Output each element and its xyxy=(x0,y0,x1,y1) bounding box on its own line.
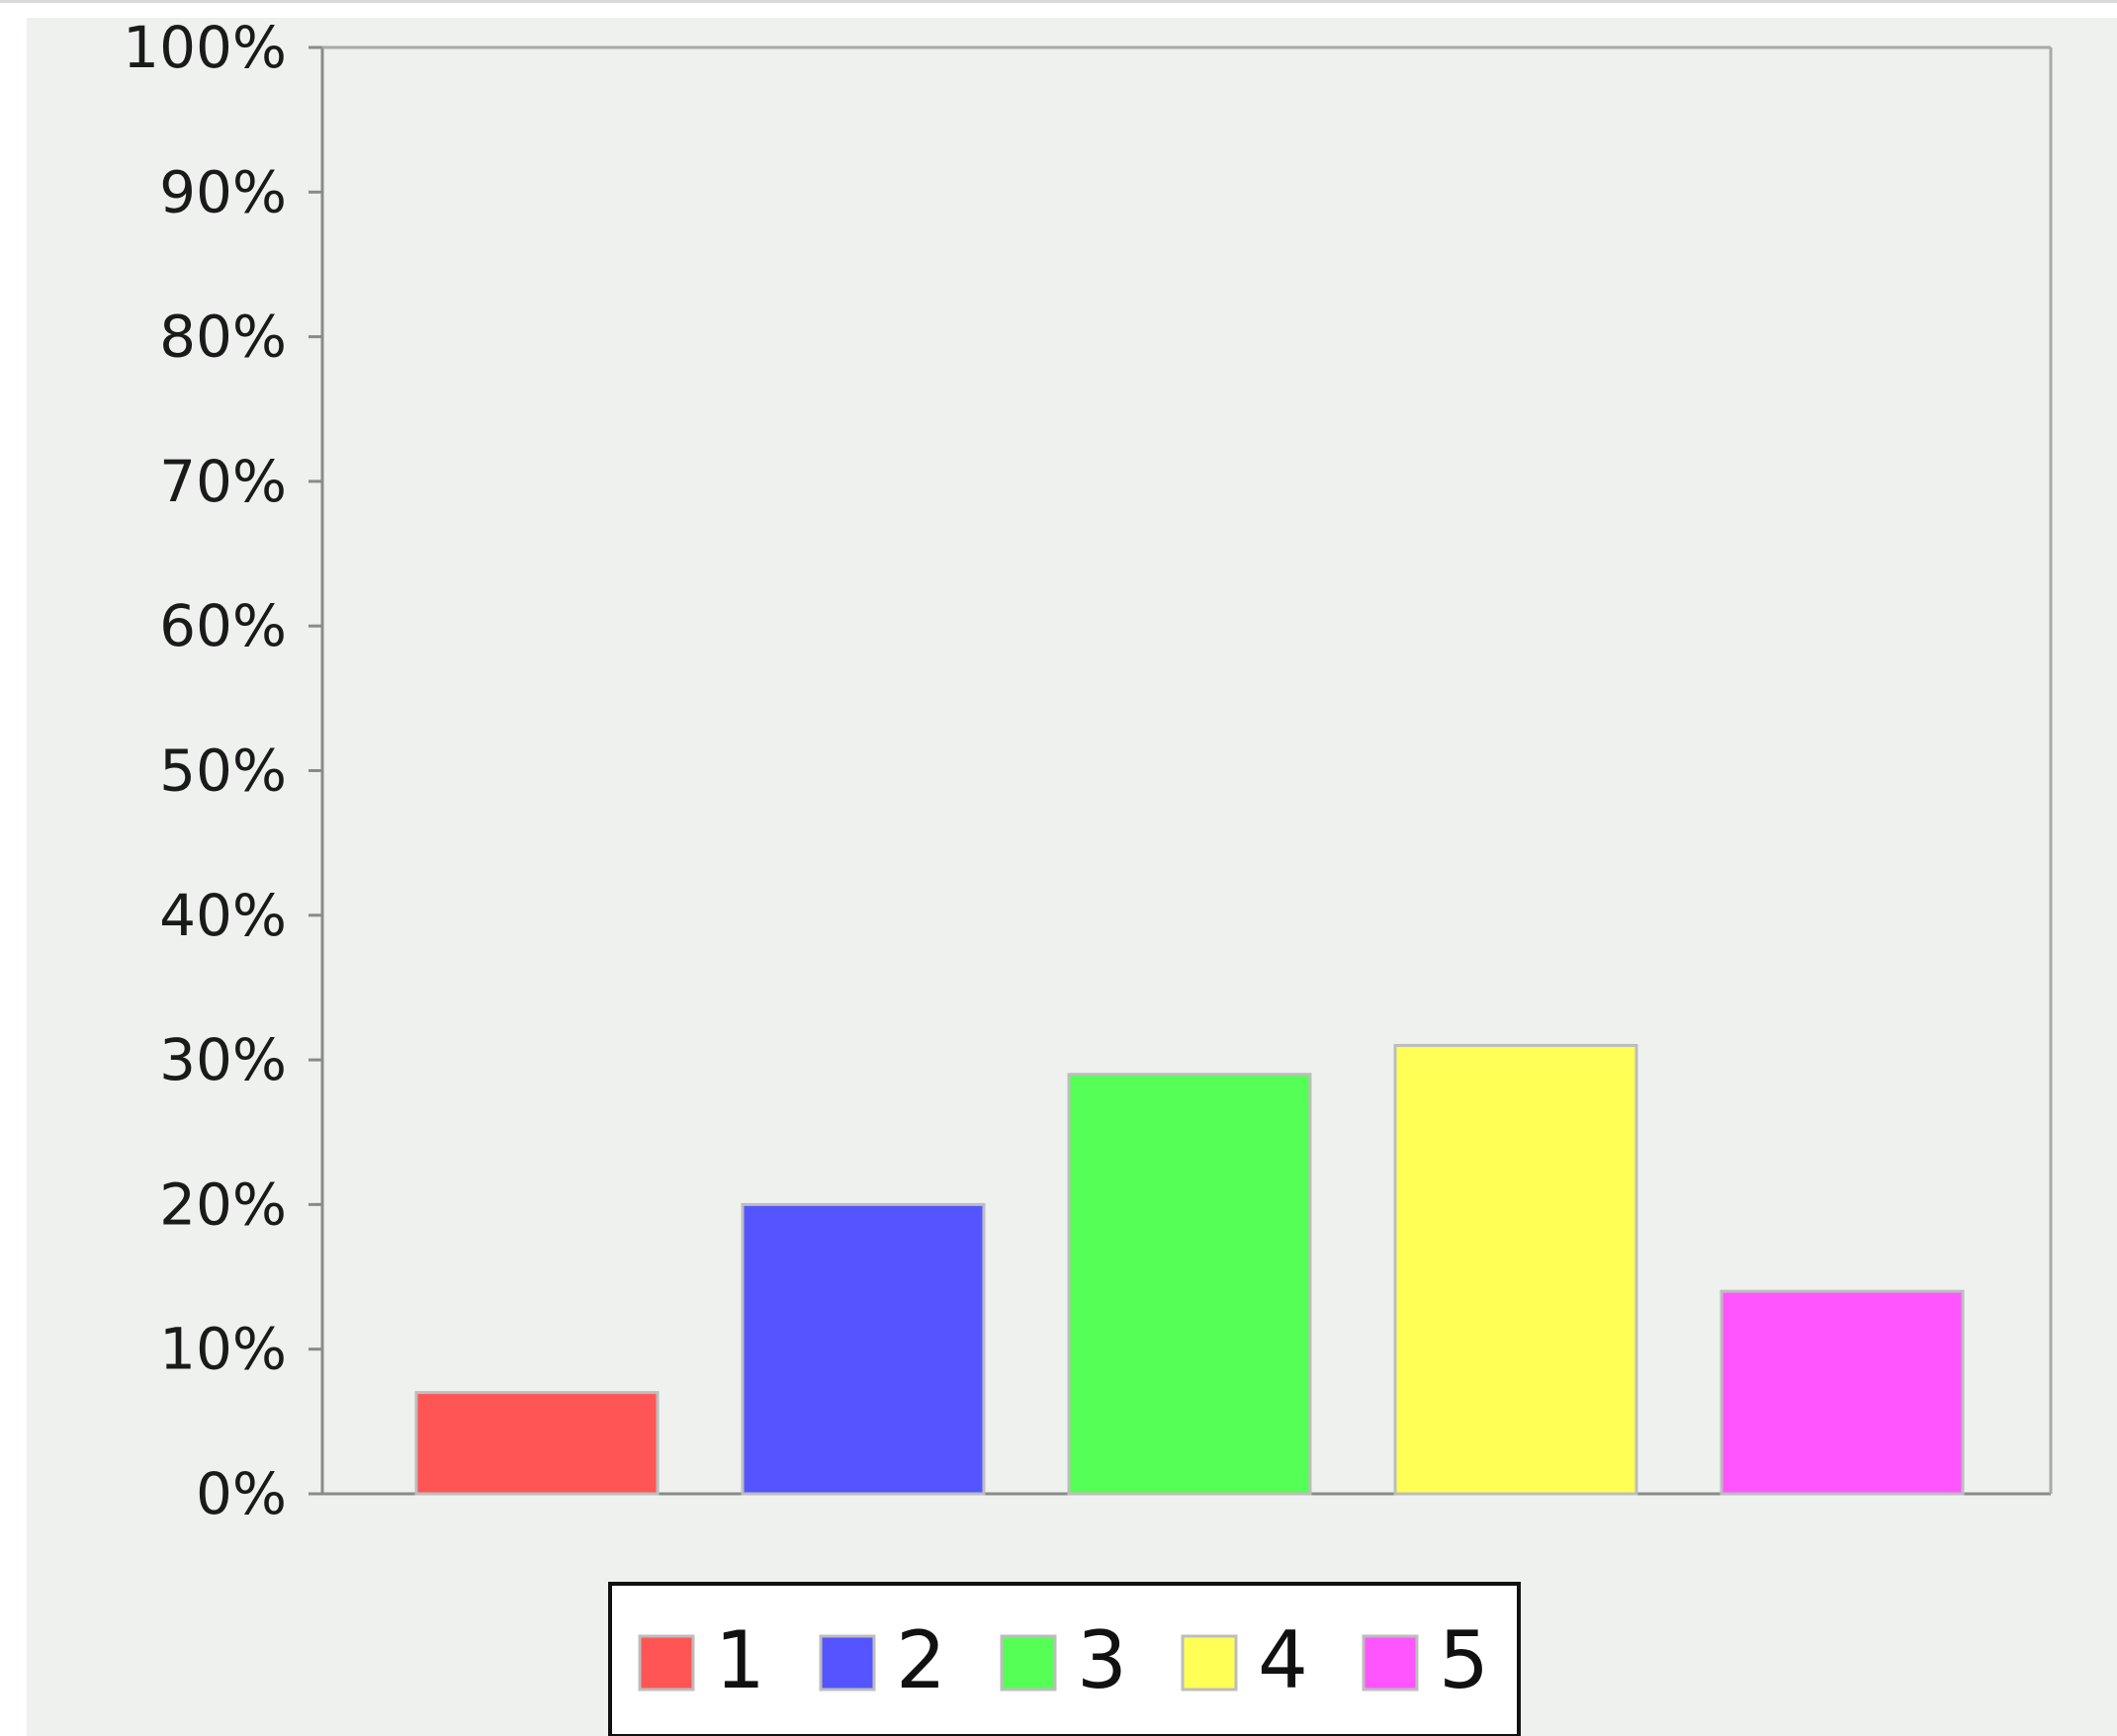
legend-swatch-4 xyxy=(1181,1634,1238,1692)
y-tick-label: 10% xyxy=(159,1316,287,1383)
legend-swatch-1 xyxy=(638,1634,695,1692)
top-border xyxy=(0,0,2117,3)
bar-2 xyxy=(741,1202,986,1496)
legend-swatch-2 xyxy=(819,1634,876,1692)
y-tick-label: 100% xyxy=(123,14,287,81)
bars xyxy=(414,1043,1965,1496)
y-tick-label: 0% xyxy=(196,1460,287,1527)
y-tick-label: 30% xyxy=(159,1026,287,1093)
legend-swatch-5 xyxy=(1362,1634,1419,1692)
legend: 1 2 3 4 5 xyxy=(608,1582,1521,1736)
legend-label-2: 2 xyxy=(896,1614,946,1706)
bar-1 xyxy=(414,1391,660,1496)
legend-label-1: 1 xyxy=(715,1614,765,1706)
y-tick-label: 40% xyxy=(159,882,287,949)
legend-label-4: 4 xyxy=(1258,1614,1308,1706)
bar-5 xyxy=(1720,1289,1965,1496)
legend-label-5: 5 xyxy=(1439,1614,1489,1706)
y-tick-label: 20% xyxy=(159,1171,287,1238)
y-tick-label: 50% xyxy=(159,738,287,805)
y-tick-label: 80% xyxy=(159,304,287,371)
y-axis: 0% 10% 20% 30% 40% 50% 60% 70% 80% 90% 100% xyxy=(123,14,2053,1527)
bar-3 xyxy=(1067,1073,1312,1496)
legend-swatch-3 xyxy=(1000,1634,1057,1692)
legend-label-3: 3 xyxy=(1077,1614,1127,1706)
y-tick-label: 90% xyxy=(159,158,287,225)
bar-4 xyxy=(1393,1043,1638,1496)
y-tick-label: 70% xyxy=(159,448,287,515)
y-tick-label: 60% xyxy=(159,592,287,659)
